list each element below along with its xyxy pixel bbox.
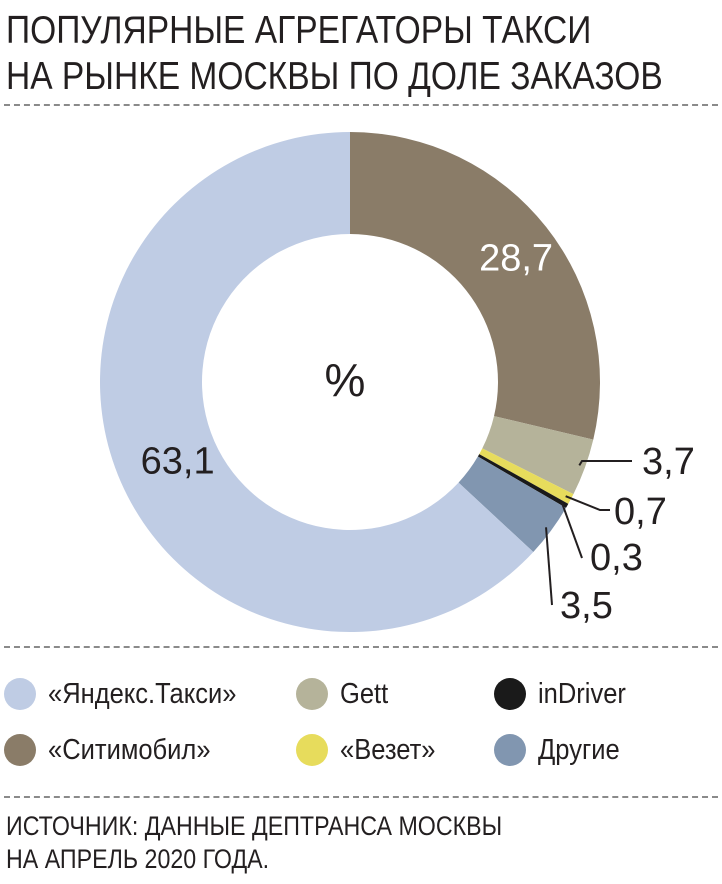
data-label-везет: 0,7 xyxy=(614,491,667,533)
data-label-gett: 3,7 xyxy=(642,441,695,483)
legend-label: Другие xyxy=(538,733,620,766)
divider-bottom xyxy=(4,796,718,798)
divider-middle xyxy=(4,646,718,648)
legend-swatch xyxy=(296,734,328,766)
source-note: ИСТОЧНИК: ДАННЫЕ ДЕПТРАНСА МОСКВЫ НА АПР… xyxy=(6,810,502,876)
legend-item-другие: Другие xyxy=(494,728,631,772)
data-label-яндекс-такси: 63,1 xyxy=(141,441,215,483)
legend-swatch xyxy=(4,734,36,766)
chart-legend: «Яндекс.Такси» Gett inDriver «Ситимобил» «Ве… xyxy=(0,652,722,792)
donut-chart: 28,7 3,7 0,70,3 3,5 63,1 % xyxy=(100,132,695,632)
leader-line-везет xyxy=(565,495,610,511)
source-line-2: НА АПРЕЛЬ 2020 ГОДА. xyxy=(6,844,270,874)
legend-label: «Везет» xyxy=(340,733,436,766)
chart-title-line-2: НА РЫНКЕ МОСКВЫ ПО ДОЛЕ ЗАКАЗОВ xyxy=(6,55,663,98)
legend-item-indriver: inDriver xyxy=(494,672,638,716)
data-label-indriver: 0,3 xyxy=(590,537,643,579)
leader-line-gett xyxy=(578,460,632,466)
donut-slices xyxy=(100,132,600,632)
legend-swatch xyxy=(4,678,36,710)
slice-indriver xyxy=(477,454,569,508)
data-label-другие: 3,5 xyxy=(560,585,613,627)
slice-другие xyxy=(458,456,566,552)
data-labels: 28,7 3,7 0,70,3 3,5 63,1 xyxy=(141,238,695,627)
chart-title: ПОПУЛЯРНЫЕ АГРЕГАТОРЫ ТАКСИ НА РЫНКЕ МОС… xyxy=(6,8,663,100)
leader-line-indriver xyxy=(561,502,583,559)
legend-label: «Яндекс.Такси» xyxy=(48,677,237,710)
legend-swatch xyxy=(494,734,526,766)
slice-везет xyxy=(479,448,574,504)
leader-line-другие xyxy=(545,527,553,606)
legend-item-ситимобил: «Ситимобил» xyxy=(4,728,233,772)
chart-title-line-1: ПОПУЛЯРНЫЕ АГРЕГАТОРЫ ТАКСИ xyxy=(6,9,592,52)
divider-top xyxy=(4,104,718,106)
leader-lines xyxy=(545,460,632,606)
legend-label: inDriver xyxy=(538,677,626,710)
legend-swatch xyxy=(296,678,328,710)
legend-label: «Ситимобил» xyxy=(48,733,211,766)
source-line-1: ИСТОЧНИК: ДАННЫЕ ДЕПТРАНСА МОСКВЫ xyxy=(6,811,503,841)
slice-ситимобил xyxy=(350,132,600,440)
slice-gett xyxy=(482,416,594,495)
data-label-ситимобил: 28,7 xyxy=(479,238,553,280)
legend-label: Gett xyxy=(340,677,389,710)
legend-item-везет: «Везет» xyxy=(296,728,449,772)
slice-яндекс-такси xyxy=(100,132,534,632)
legend-item-яндекс-такси: «Яндекс.Такси» xyxy=(4,672,262,716)
center-percent-label: % xyxy=(325,354,366,406)
legend-swatch xyxy=(494,678,526,710)
legend-item-gett: Gett xyxy=(296,672,395,716)
